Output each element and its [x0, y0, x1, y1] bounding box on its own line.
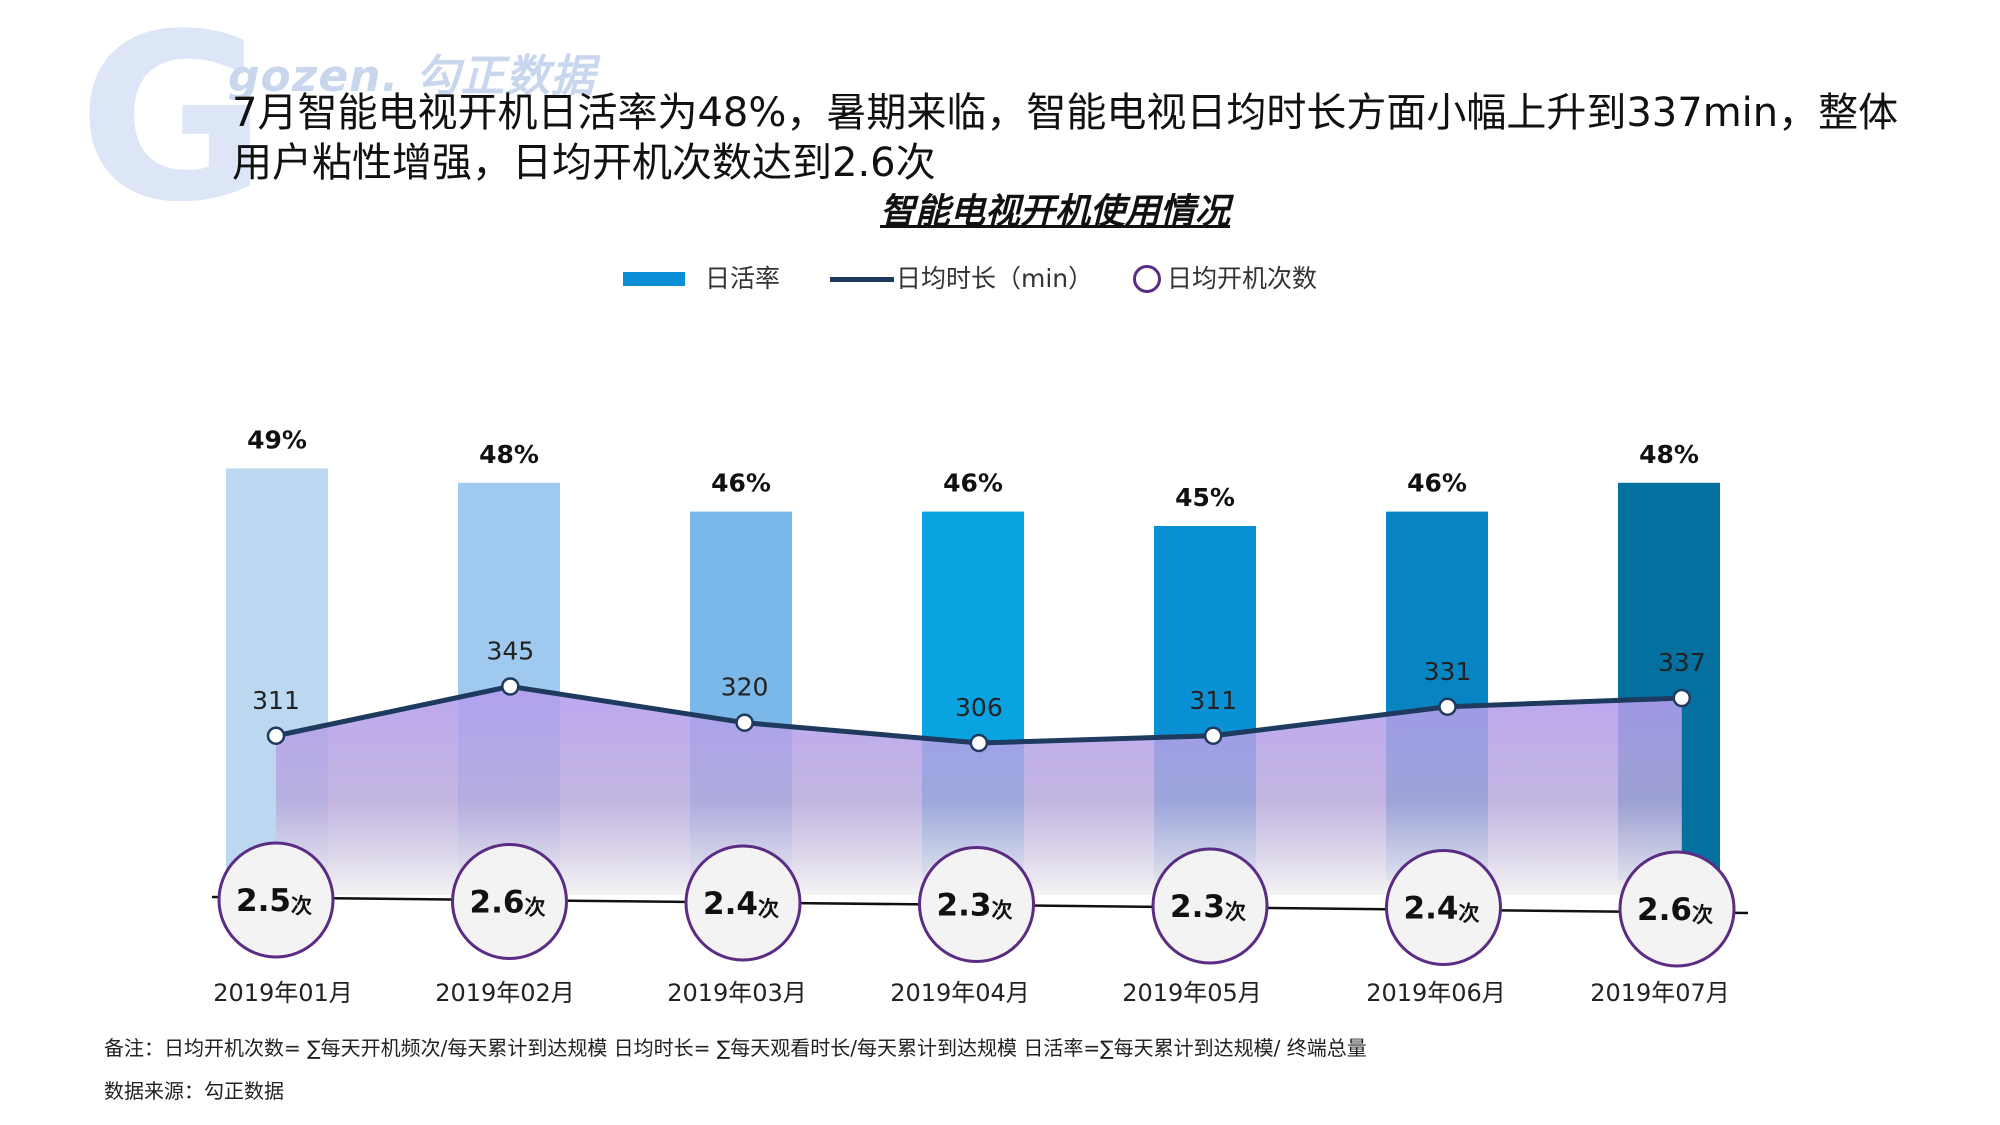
legend-bar-label: 日活率: [705, 264, 781, 293]
data-source: 数据来源：勾正数据: [104, 1079, 284, 1103]
count-label-1: 2.5次: [236, 883, 312, 919]
duration-label-3: 320: [721, 673, 769, 702]
category-label-1: 2019年01月: [213, 979, 353, 1007]
duration-area: [276, 686, 1682, 895]
category-label-4: 2019年04月: [890, 979, 1030, 1007]
count-label-2: 2.6次: [470, 885, 546, 921]
duration-label-5: 311: [1189, 686, 1237, 715]
legend-circle-swatch: [1133, 265, 1161, 293]
count-label-4: 2.3次: [937, 888, 1013, 924]
duration-point-2: [501, 677, 520, 696]
count-circle-3: [684, 844, 802, 962]
bar-label-7: 48%: [1639, 440, 1699, 469]
bar-label-5: 45%: [1175, 483, 1235, 512]
duration-label-7: 337: [1658, 648, 1706, 677]
duration-point-6: [1438, 697, 1457, 716]
count-label-5: 2.3次: [1170, 889, 1246, 925]
legend-bar-swatch: [623, 272, 685, 286]
duration-label-1: 311: [252, 686, 300, 715]
brand-logo: gozen. 勾正数据: [228, 51, 596, 102]
bar-label-1: 49%: [247, 425, 307, 454]
legend-line-label: 日均时长（min）: [896, 264, 1094, 293]
bar-label-2: 48%: [479, 440, 539, 469]
category-label-3: 2019年03月: [667, 979, 807, 1007]
bar-label-6: 46%: [1407, 469, 1467, 498]
count-label-3: 2.4次: [703, 886, 779, 922]
category-label-6: 2019年06月: [1366, 979, 1506, 1007]
category-label-2: 2019年02月: [435, 979, 575, 1007]
count-label-7: 2.6次: [1637, 892, 1713, 928]
bar-label-4: 46%: [943, 469, 1003, 498]
duration-point-1: [266, 726, 286, 745]
bar-label-3: 46%: [711, 469, 771, 498]
chart-title: 智能电视开机使用情况: [879, 192, 1230, 232]
count-label-6: 2.4次: [1404, 891, 1480, 927]
legend-line-swatch: [830, 277, 894, 282]
count-circle-7: [1618, 850, 1736, 968]
count-circle-1: [217, 841, 335, 959]
category-label-7: 2019年07月: [1590, 979, 1730, 1007]
duration-label-4: 306: [955, 693, 1003, 722]
footnote: 备注：日均开机次数= ∑每天开机频次/每天累计到达规模 日均时长= ∑每天观看时…: [104, 1036, 1367, 1060]
duration-label-6: 331: [1424, 657, 1472, 686]
legend-circle-label: 日均开机次数: [1167, 264, 1318, 293]
duration-point-7: [1672, 688, 1692, 708]
count-circle-6: [1385, 849, 1502, 966]
category-label-5: 2019年05月: [1122, 979, 1262, 1007]
duration-label-2: 345: [486, 636, 534, 665]
count-circle-2: [451, 843, 568, 960]
logo-watermark-letter: G: [78, 0, 267, 253]
page-headline: 7月智能电视开机日活率为48%，暑期来临，智能电视日均时长方面小幅上升到337m…: [232, 90, 1899, 186]
count-circle-4: [918, 846, 1035, 963]
duration-point-5: [1203, 726, 1223, 745]
duration-point-4: [969, 733, 989, 753]
count-circle-5: [1151, 847, 1269, 965]
duration-point-3: [735, 713, 754, 732]
